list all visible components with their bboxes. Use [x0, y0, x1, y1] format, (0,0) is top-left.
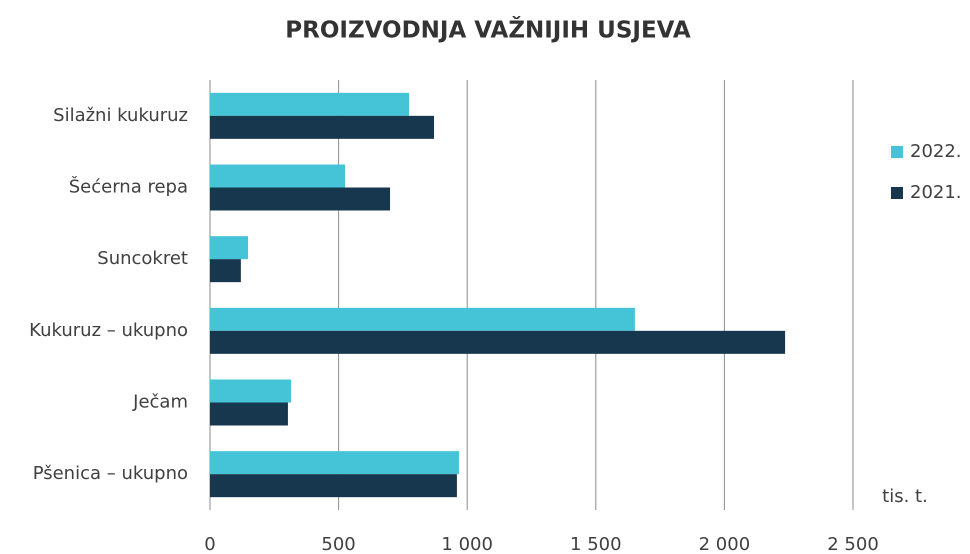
y-tick-label: Šećerna repa	[69, 176, 188, 198]
x-tick-label: 500	[321, 534, 355, 554]
x-tick-label: 0	[204, 534, 215, 554]
bar	[210, 259, 241, 283]
y-tick-label: Suncokret	[97, 248, 188, 269]
bar	[210, 115, 435, 139]
x-tick-label: 2 500	[827, 534, 879, 554]
legend-swatch	[891, 146, 903, 158]
y-tick-label: Ječam	[132, 392, 188, 413]
x-tick-label: 1 000	[441, 534, 493, 554]
bar	[210, 379, 292, 403]
legend-label: 2021.	[910, 182, 962, 203]
bar	[210, 187, 391, 211]
bar	[210, 307, 635, 331]
bar	[210, 330, 786, 354]
chart-title: PROIZVODNJA VAŽNIJIH USJEVA	[285, 16, 691, 44]
bar	[210, 474, 457, 498]
y-tick-label: Silažni kukuruz	[53, 105, 188, 126]
legend-swatch	[891, 187, 903, 199]
bar	[210, 451, 459, 475]
x-tick-label: 2 000	[699, 534, 751, 554]
bar	[210, 236, 249, 260]
bar	[210, 402, 288, 426]
bar	[210, 92, 410, 116]
y-tick-label: Pšenica – ukupno	[33, 463, 188, 484]
unit-label: tis. t.	[882, 486, 928, 507]
x-tick-label: 1 500	[570, 534, 622, 554]
y-tick-label: Kukuruz – ukupno	[29, 320, 188, 341]
bar	[210, 164, 346, 188]
legend-label: 2022.	[910, 141, 962, 162]
